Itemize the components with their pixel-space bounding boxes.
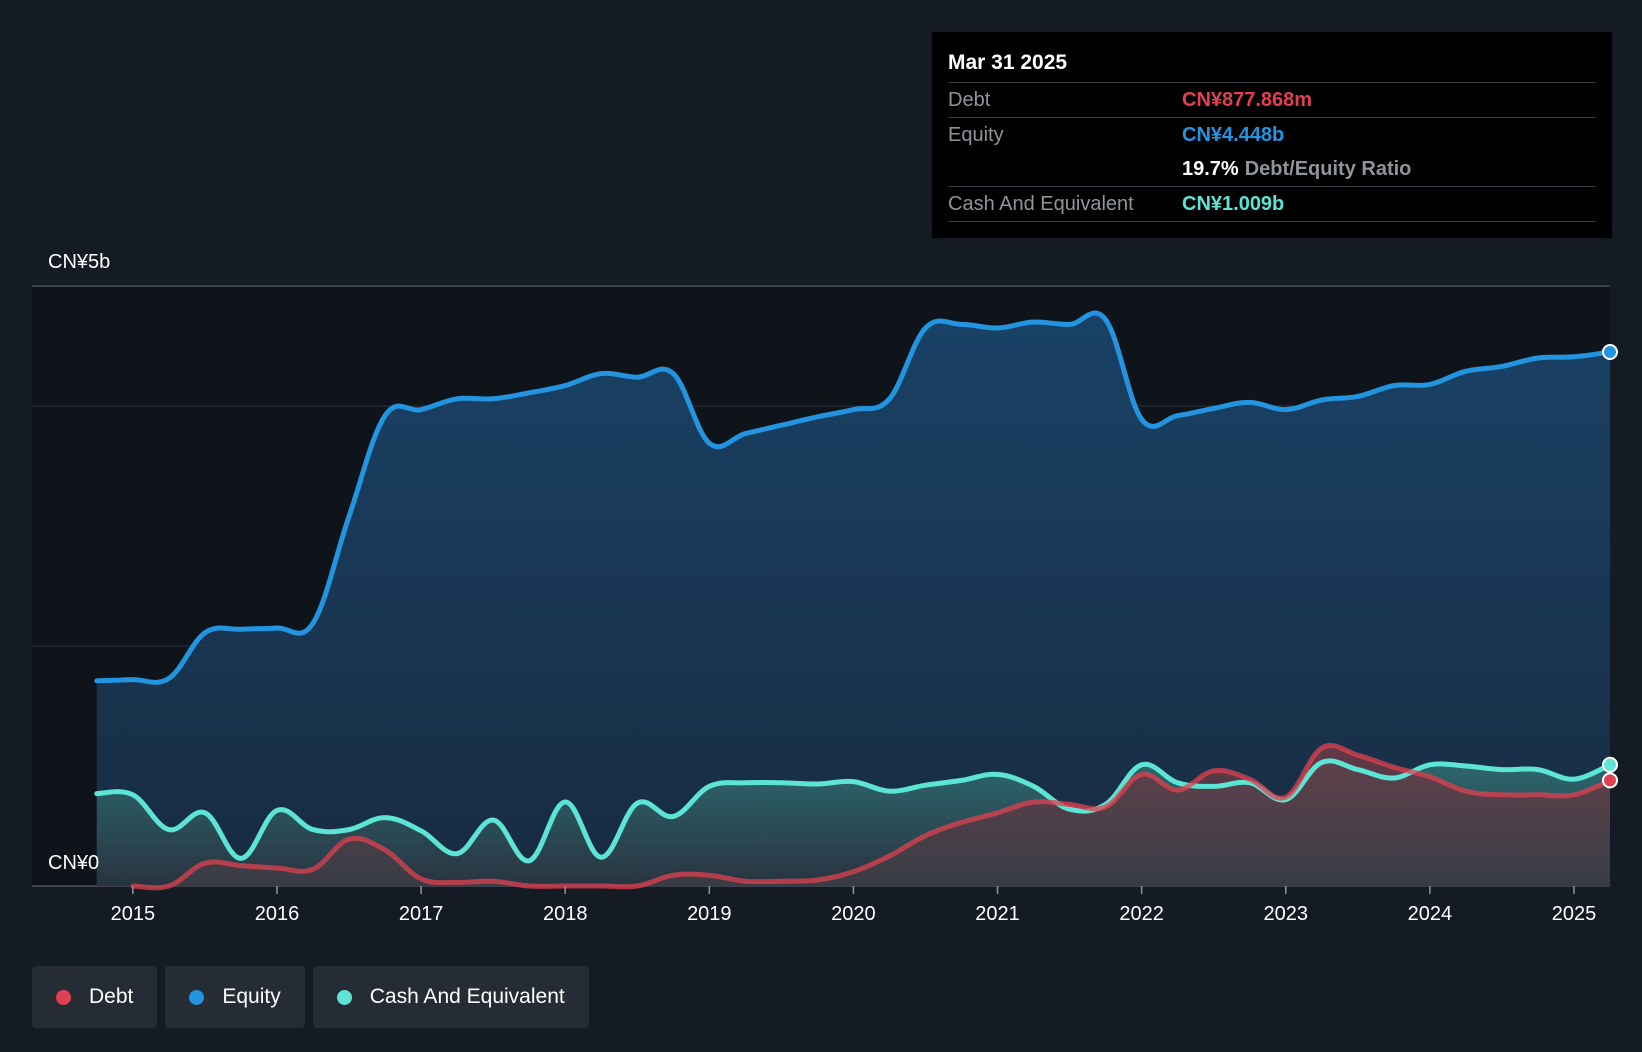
legend-equity-label: Equity bbox=[222, 985, 281, 1008]
cash-line bbox=[94, 758, 1613, 864]
x-tick-label-2016: 2016 bbox=[255, 903, 300, 925]
legend: Debt Equity Cash And Equivalent bbox=[32, 966, 589, 1028]
legend-item-equity[interactable]: Equity bbox=[165, 966, 305, 1028]
x-tick-label-2021: 2021 bbox=[975, 903, 1020, 925]
legend-item-cash[interactable]: Cash And Equivalent bbox=[312, 966, 589, 1028]
legend-debt-dot-icon bbox=[56, 989, 71, 1005]
series-lines bbox=[94, 310, 1613, 891]
tooltip-ratio-row: 19.7% Debt/Equity Ratio bbox=[948, 152, 1596, 186]
tooltip-ratio-label: Debt/Equity Ratio bbox=[1244, 157, 1412, 180]
x-tick-label-2018: 2018 bbox=[543, 903, 588, 925]
y-tick-label-max: CN¥5b bbox=[48, 251, 111, 273]
legend-cash-label: Cash And Equivalent bbox=[369, 985, 565, 1008]
data-tooltip: Mar 31 2025 Debt CN¥877.868m Equity CN¥4… bbox=[932, 32, 1612, 238]
x-tick-label-2017: 2017 bbox=[399, 903, 444, 925]
x-tick-label-2022: 2022 bbox=[1119, 903, 1164, 925]
tooltip-cash-row: Cash And Equivalent CN¥1.009b bbox=[948, 186, 1596, 222]
cash-endpoint bbox=[1602, 756, 1618, 773]
tooltip-cash-label: Cash And Equivalent bbox=[948, 192, 1134, 215]
tooltip-debt-label: Debt bbox=[948, 88, 991, 111]
legend-debt-label: Debt bbox=[89, 985, 134, 1008]
x-tick-label-2015: 2015 bbox=[111, 903, 156, 925]
legend-cash-dot-icon bbox=[336, 989, 352, 1005]
equity-line bbox=[94, 310, 1613, 685]
x-tick-label-2023: 2023 bbox=[1264, 903, 1309, 925]
x-tick-label-2024: 2024 bbox=[1408, 903, 1453, 925]
y-tick-label-zero: CN¥0 bbox=[48, 852, 100, 874]
tooltip-equity-value: CN¥4.448b bbox=[1182, 123, 1285, 146]
tooltip-debt-value: CN¥877.868m bbox=[1182, 88, 1313, 111]
debt-line bbox=[130, 742, 1613, 891]
tooltip-ratio-value: 19.7% bbox=[1182, 157, 1239, 180]
debt-endpoint bbox=[1602, 772, 1618, 789]
equity-endpoint bbox=[1602, 344, 1618, 360]
x-tick-label-2019: 2019 bbox=[687, 903, 732, 925]
series-endpoints bbox=[1602, 344, 1618, 789]
legend-item-debt[interactable]: Debt bbox=[32, 966, 158, 1028]
equity-area bbox=[96, 313, 1610, 886]
legend-equity-dot-icon bbox=[189, 989, 205, 1005]
x-axis-ticks: 2015 2016 2017 2018 2019 2020 2021 2022 2023 2024… bbox=[111, 886, 1597, 925]
x-tick-label-2025: 2025 bbox=[1552, 903, 1597, 925]
x-tick-label-2020: 2020 bbox=[831, 903, 876, 925]
tooltip-date: Mar 31 2025 bbox=[948, 51, 1068, 74]
tooltip-equity-row: Equity CN¥4.448b bbox=[948, 117, 1596, 152]
tooltip-cash-value: CN¥1.009b bbox=[1182, 192, 1285, 215]
tooltip-equity-label: Equity bbox=[948, 123, 1004, 146]
tooltip-debt-row: Debt CN¥877.868m bbox=[948, 82, 1596, 117]
